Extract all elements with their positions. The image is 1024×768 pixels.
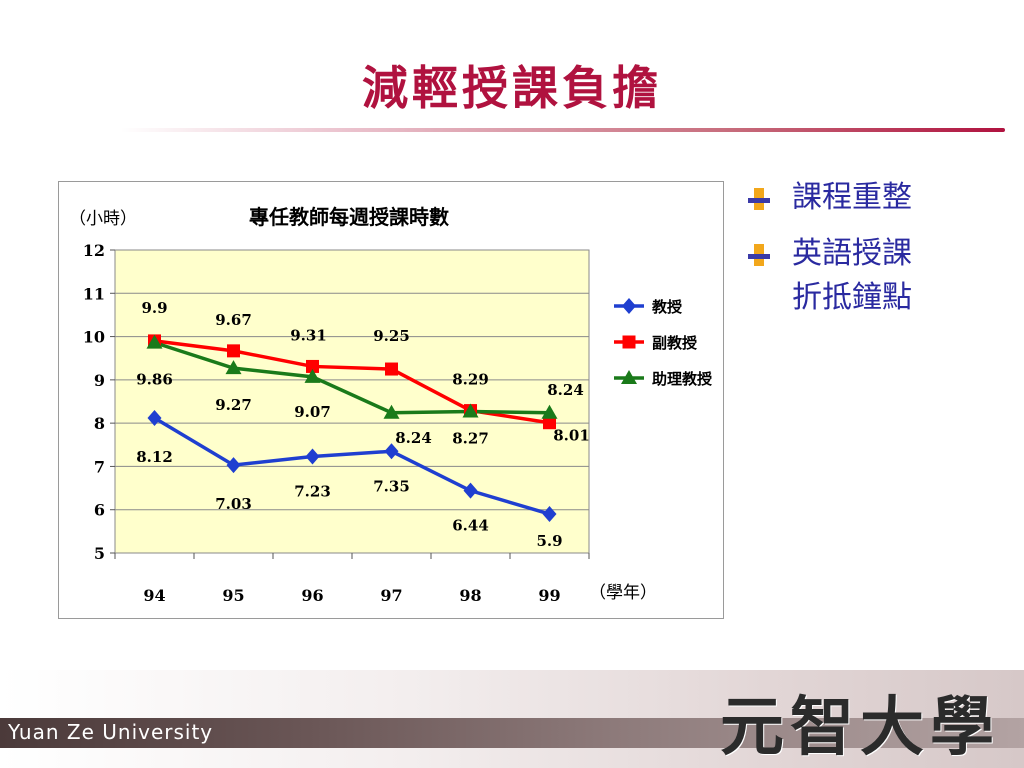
data-point-series-1 — [226, 457, 241, 474]
data-point-series-2 — [543, 416, 556, 430]
data-point-series-2 — [227, 344, 240, 358]
x-tick-label: 94 — [143, 586, 165, 605]
legend-marker-1 — [622, 298, 636, 314]
x-axis-label: （學年） — [589, 583, 657, 603]
data-label-series-3: 8.27 — [452, 429, 489, 447]
data-point-series-3 — [462, 403, 479, 418]
bullet-item-course-restructure: 課程重整 — [748, 176, 1018, 220]
legend-label-2: 副教授 — [652, 334, 698, 352]
series-line-3 — [153, 340, 550, 415]
series-line-1 — [153, 416, 550, 516]
legend-marker-2 — [622, 335, 636, 349]
x-tick-label: 99 — [538, 586, 560, 605]
data-label-series-1: 5.9 — [536, 532, 562, 550]
bullet-icon — [748, 188, 770, 210]
data-point-series-1 — [147, 409, 162, 426]
data-point-series-3 — [225, 360, 242, 375]
bullet-item-english-teaching: 英語授課 折抵鐘點 — [748, 232, 1018, 320]
data-point-series-1 — [542, 506, 557, 523]
data-label-series-3: 8.24 — [547, 381, 584, 399]
x-tick-label: 96 — [301, 586, 323, 605]
footer-bar — [0, 718, 1024, 748]
y-tick-label: 10 — [83, 328, 105, 347]
y-tick-label: 12 — [83, 241, 105, 260]
data-label-series-1: 7.35 — [373, 477, 410, 495]
plot-area — [114, 249, 590, 554]
footer-university-name-en: Yuan Ze University — [8, 720, 214, 744]
y-tick-label: 9 — [94, 371, 105, 390]
data-label-series-3: 8.24 — [395, 429, 432, 447]
chart-title: 專任教師每週授課時數 — [249, 205, 449, 229]
data-label-series-3: 9.07 — [294, 403, 331, 421]
data-label-series-3: 9.27 — [215, 396, 252, 414]
legend-marker-3 — [621, 370, 637, 384]
data-label-series-1: 6.44 — [452, 517, 489, 535]
bullet-text-line1: 英語授課 — [792, 236, 912, 271]
x-tick-label: 98 — [459, 586, 481, 605]
x-tick-label: 97 — [380, 586, 402, 605]
title-divider — [120, 128, 1005, 132]
y-tick-label: 5 — [94, 544, 105, 563]
data-label-series-2: 9.67 — [215, 311, 252, 329]
bullet-text: 課程重整 — [792, 180, 912, 215]
slide-title: 減輕授課負擔 — [362, 61, 662, 115]
data-label-series-1: 7.03 — [215, 495, 252, 513]
x-tick-label: 95 — [222, 586, 244, 605]
data-point-series-1 — [463, 482, 478, 499]
y-tick-label: 11 — [83, 284, 105, 303]
y-axis-label: （小時） — [69, 209, 137, 229]
data-label-series-1: 8.12 — [136, 448, 173, 466]
data-point-series-3 — [146, 334, 163, 349]
data-point-series-3 — [541, 404, 558, 419]
data-point-series-2 — [306, 359, 319, 373]
data-label-series-2: 9.9 — [141, 299, 167, 317]
data-point-series-1 — [384, 443, 399, 460]
data-label-series-1: 7.23 — [294, 482, 331, 500]
y-tick-label: 6 — [94, 501, 105, 520]
data-label-series-2: 8.29 — [452, 371, 489, 389]
data-label-series-2: 9.31 — [290, 326, 327, 344]
data-label-series-3: 9.86 — [136, 371, 173, 389]
bullet-icon — [748, 244, 770, 266]
data-point-series-2 — [385, 362, 398, 376]
data-label-series-2: 8.01 — [553, 427, 590, 445]
y-tick-label: 8 — [94, 414, 105, 433]
chart-container: 5 6 7 8 9 10 11 12 94 95 96 97 98 99 專任教師每週授課時數 （小時） （學年… — [58, 181, 724, 619]
footer-logo-text: 元智大學 — [720, 690, 1000, 765]
data-point-series-3 — [383, 404, 400, 419]
data-point-series-1 — [305, 448, 320, 465]
legend-label-3: 助理教授 — [652, 370, 713, 388]
bullet-list: 課程重整 英語授課 折抵鐘點 — [748, 176, 1018, 332]
data-point-series-3 — [304, 368, 321, 383]
bullet-text-line2: 折抵鐘點 — [792, 280, 912, 315]
line-chart: 5 6 7 8 9 10 11 12 94 95 96 97 98 99 專任教師每週授課時數 （小時） （學年… — [69, 205, 713, 605]
data-label-series-2: 9.25 — [373, 327, 410, 345]
legend-label-1: 教授 — [651, 298, 683, 316]
y-tick-label: 7 — [94, 457, 105, 476]
